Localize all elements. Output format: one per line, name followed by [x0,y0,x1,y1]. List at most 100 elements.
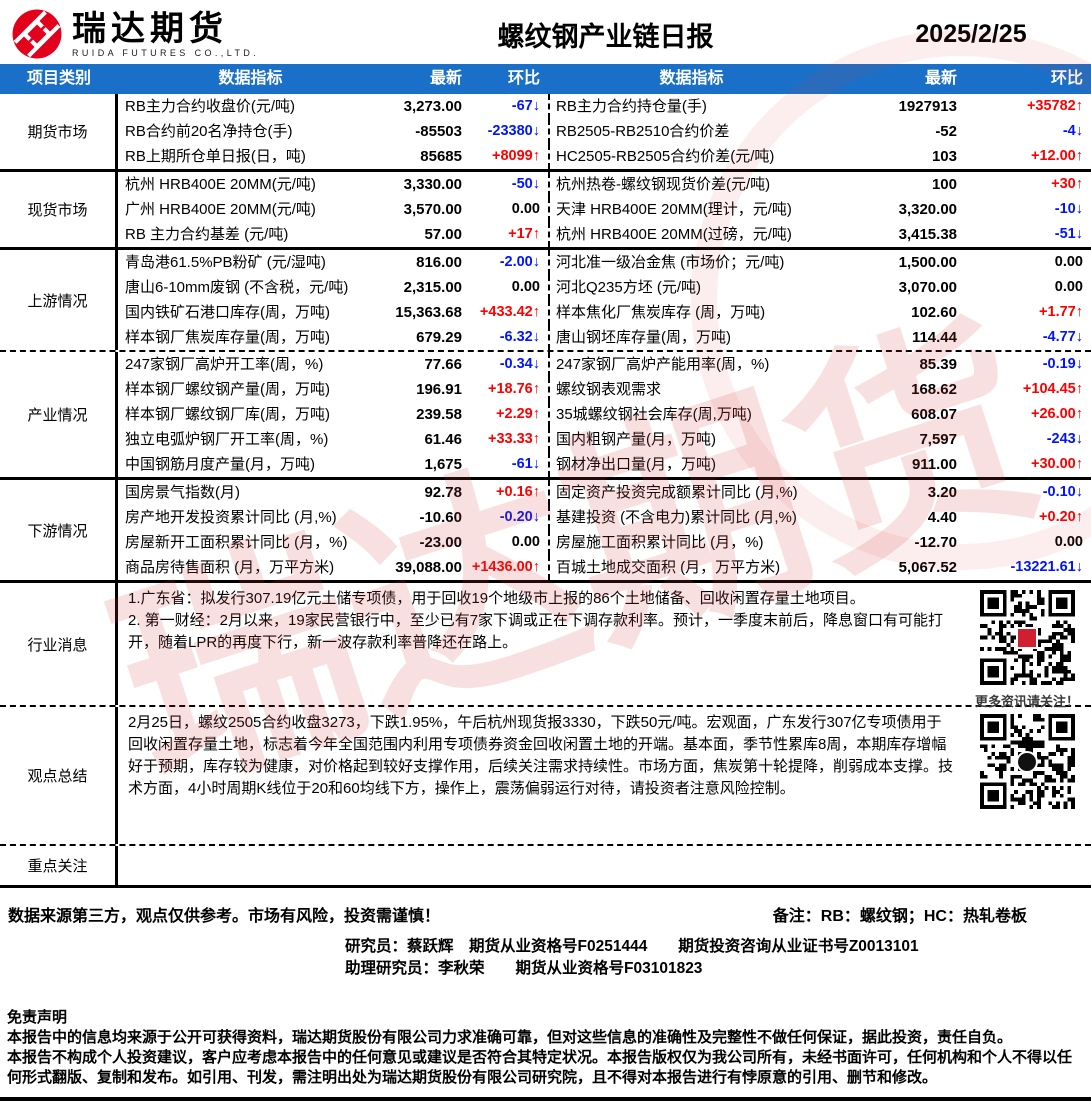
indicator-label: 河北Q235方坯 (元/吨) [548,275,835,300]
indicator-label: 独立电弧炉钢厂开工率(周，%) [125,431,329,448]
indicator-label: 247家钢厂高炉产能用率(周，%) [548,352,835,377]
col-indicator-left: 数据指标 [218,70,283,87]
change-value: -4↓ [1062,123,1083,139]
latest-value: 114.44 [911,329,957,346]
change-value: -23380↓ [487,123,540,139]
data-row: 国房景气指数(月) 92.78 +0.16↑ 固定资产投资完成额累计同比 (月,%) 3… [118,480,1091,505]
latest-value: 57.00 [424,226,462,243]
change-value: 0.00 [511,201,540,217]
section-summary: 观点总结 2月25日，螺纹2505合约收盘3273，下跌1.95%，午后杭州现货… [0,707,1091,846]
change-value: +33.33↑ [487,431,540,447]
category-label: 期货市场 [0,94,118,169]
data-row: 广州 HRB400E 20MM(元/吨) 3,570.00 0.00 天津 HRB40… [118,197,1091,222]
source-note: 数据来源第三方，观点仅供参考。市场有风险，投资需谨慎！ [8,908,441,925]
data-row: RB上期所仓单日报(日，吨) 85685 +8099↑ HC2505-RB2505合约… [118,144,1091,169]
indicator-label: 国内粗钢产量(月，万吨) [548,427,835,452]
indicator-label: RB上期所仓单日报(日，吨) [125,148,306,165]
data-row: 中国钢筋月度产量(月，万吨) 1,675 -61↓ 钢材净出口量(月，万吨) 911.0… [118,452,1091,477]
latest-value: 85685 [420,148,462,165]
data-row: 样本钢厂螺纹钢产量(周，万吨) 196.91 +18.76↑ 螺纹钢表观需求 168.6… [118,377,1091,402]
category-label: 现货市场 [0,172,118,247]
indicator-label: 样本钢厂螺纹钢厂库(周，万吨) [125,406,330,423]
indicator-label: 固定资产投资完成额累计同比 (月,%) [548,480,835,505]
col-change-left: 环比 [507,70,540,87]
change-value: -50↓ [511,176,540,192]
indicator-label: 杭州热卷-螺纹钢现货价差(元/吨) [548,172,835,197]
section-industry-news: 行业消息 1.广东省：拟发行307.19亿元土储专项债，用于回收19个地级市上报… [0,583,1091,709]
change-value: +0.20↑ [1039,509,1083,525]
change-value: -4.77↓ [1042,329,1083,345]
report-date: 2025/2/25 [915,19,1027,48]
category-label: 重点关注 [0,846,118,885]
data-row: 247家钢厂高炉开工率(周，%) 77.66 -0.34↓ 247家钢厂高炉产能用率(… [118,352,1091,377]
latest-value: 3,070.00 [898,279,957,296]
latest-value: 5,067.52 [898,559,957,576]
qr-caption: 更多资讯请关注！ [974,694,1079,709]
indicator-label: RB合约前20名净持仓(手) [125,123,293,140]
section-rows: 247家钢厂高炉开工率(周，%) 77.66 -0.34↓ 247家钢厂高炉产能用率(… [118,352,1091,477]
brand-name: 瑞达期货 [72,9,228,48]
section-upstream: 上游情况 青岛港61.5%PB粉矿 (元/湿吨) 816.00 -2.00↓ 河北准一… [0,250,1091,352]
latest-value: 816.00 [416,254,462,271]
latest-value: 4.40 [927,509,957,526]
data-row: 杭州 HRB400E 20MM(元/吨) 3,330.00 -50↓ 杭州热卷-螺纹钢… [118,172,1091,197]
indicator-label: 国房景气指数(月) [125,484,240,501]
change-value: +2.29↑ [496,406,540,422]
latest-value: 3,570.00 [403,201,462,218]
brand-subtitle: RUIDA FUTURES CO.,LTD. [72,47,260,58]
category-label: 观点总结 [0,707,118,844]
latest-value: 1,675 [424,456,462,473]
latest-value: -23.00 [419,534,462,551]
change-value: +17↑ [508,226,540,242]
assistant-researcher-line: 助理研究员：李秋荣 期货从业资格号F03101823 [345,960,703,977]
latest-value: 100 [931,176,957,193]
change-value: +18.76↑ [487,381,540,397]
change-value: +104.45↑ [1022,381,1083,397]
change-value: 0.00 [1054,279,1083,295]
latest-value: 3,320.00 [898,201,957,218]
indicator-label: 杭州 HRB400E 20MM(过磅，元/吨) [548,222,835,247]
latest-value: 1,500.00 [898,254,957,271]
indicator-label: 百城土地成交面积 (月，万平方米) [548,555,835,580]
latest-value: 77.66 [424,356,462,373]
latest-value: 2,315.00 [403,279,462,296]
col-indicator-right: 数据指标 [659,70,724,87]
section-spot-market: 现货市场 杭州 HRB400E 20MM(元/吨) 3,330.00 -50↓ 杭州热… [0,172,1091,250]
latest-value: 3,273.00 [403,98,462,115]
change-value: 0.00 [511,534,540,550]
section-focus: 重点关注 [0,846,1091,888]
latest-value: 3.20 [927,484,957,501]
change-value: +35782↑ [1026,98,1083,114]
summary-text: 2月25日，螺纹2505合约收盘3273，下跌1.95%，午后杭州现货报3330… [128,714,954,797]
focus-text [118,846,1091,885]
indicator-label: 青岛港61.5%PB粉矿 (元/湿吨) [125,254,326,271]
col-change-right: 环比 [1050,70,1083,87]
indicator-label: RB 主力合约基差 (元/吨) [125,226,289,243]
change-value: -0.20↓ [499,509,540,525]
disclaimer-title: 免责声明 [7,1009,68,1026]
data-row: 唐山6-10mm废钢 (不含税，元/吨) 2,315.00 0.00 河北Q235方坯… [118,275,1091,300]
change-value: -13221.61↓ [1010,559,1083,575]
indicator-label: 唐山钢坯库存量(周，万吨) [548,325,835,350]
latest-value: -10.60 [419,509,462,526]
data-row: 样本钢厂螺纹钢厂库(周，万吨) 239.58 +2.29↑ 35城螺纹钢社会库存(周,… [118,402,1091,427]
change-value: +30↑ [1051,176,1083,192]
col-category: 项目类别 [26,70,91,87]
researcher-line: 研究员：蔡跃辉 期货从业资格号F0251444 期货投资咨询从业证书号Z0013… [345,938,919,955]
data-row: 样本钢厂焦炭库存量(周，万吨) 679.29 -6.32↓ 唐山钢坯库存量(周，万吨)… [118,325,1091,350]
indicator-label: 样本钢厂焦炭库存量(周，万吨) [125,329,330,346]
qr-center-logo-icon [1016,750,1038,773]
indicator-label: 唐山6-10mm废钢 (不含税，元/吨) [125,279,349,296]
indicator-label: 房屋施工面积累计同比 (月，%) [548,530,835,555]
change-value: +0.16↑ [496,484,540,500]
change-value: +433.42↑ [479,304,540,320]
change-value: +8099↑ [492,148,540,164]
indicator-label: RB主力合约持仓量(手) [548,94,835,119]
change-value: -51↓ [1054,226,1083,242]
latest-value: 39,088.00 [395,559,462,576]
bottom-divider [0,1097,1091,1101]
qr-center-logo-icon [1016,626,1038,649]
industry-news-text: 1.广东省：拟发行307.19亿元土储专项债，用于回收19个地级市上报的86个土… [128,590,944,651]
section-rows: RB主力合约收盘价(元/吨) 3,273.00 -67↓ RB主力合约持仓量(手) 19… [118,94,1091,169]
